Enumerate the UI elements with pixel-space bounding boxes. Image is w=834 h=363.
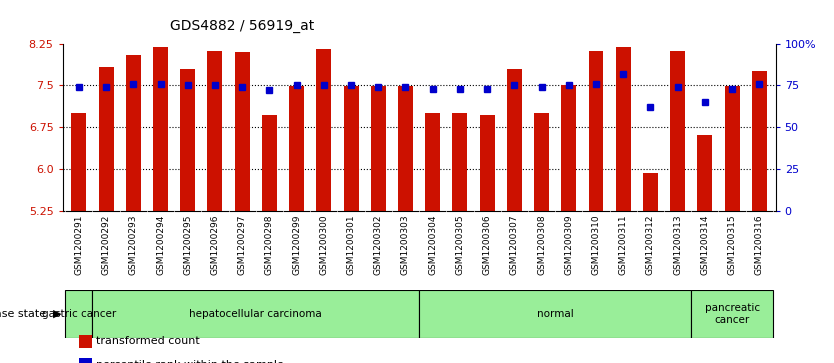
Text: GSM1200296: GSM1200296 (210, 215, 219, 275)
Text: GSM1200311: GSM1200311 (619, 215, 628, 275)
Text: GDS4882 / 56919_at: GDS4882 / 56919_at (169, 19, 314, 33)
Text: normal: normal (537, 309, 574, 319)
Bar (480, 115, 495, 211)
Bar (691, 290, 773, 338)
Text: GSM1200294: GSM1200294 (156, 215, 165, 275)
Text: disease state  ▶: disease state ▶ (0, 309, 61, 319)
Bar (65, 290, 93, 338)
Bar (589, 51, 604, 211)
Bar (180, 69, 195, 211)
Bar (671, 51, 685, 211)
Text: GSM1200297: GSM1200297 (238, 215, 247, 275)
Text: transformed count: transformed count (96, 336, 199, 346)
Text: pancreatic
cancer: pancreatic cancer (705, 303, 760, 325)
Text: GSM1200293: GSM1200293 (128, 215, 138, 275)
Text: percentile rank within the sample: percentile rank within the sample (96, 360, 284, 363)
Bar (561, 85, 576, 211)
Text: GSM1200314: GSM1200314 (701, 215, 710, 275)
Text: GSM1200305: GSM1200305 (455, 215, 465, 275)
Text: GSM1200306: GSM1200306 (483, 215, 491, 275)
Bar (289, 86, 304, 211)
Bar (316, 49, 331, 211)
Bar (208, 51, 223, 211)
Bar (98, 68, 113, 211)
Text: GSM1200292: GSM1200292 (102, 215, 111, 275)
Text: GSM1200298: GSM1200298 (265, 215, 274, 275)
Bar (344, 86, 359, 211)
Bar (93, 290, 419, 338)
Bar (725, 86, 740, 211)
Text: GSM1200300: GSM1200300 (319, 215, 329, 275)
Bar (452, 113, 467, 211)
Bar (72, 113, 87, 211)
Text: GSM1200309: GSM1200309 (565, 215, 573, 275)
Bar (153, 48, 168, 211)
Bar (419, 290, 691, 338)
Text: GSM1200303: GSM1200303 (401, 215, 410, 275)
Bar (234, 53, 249, 211)
Text: GSM1200316: GSM1200316 (755, 215, 764, 275)
Bar (534, 113, 549, 211)
Text: GSM1200301: GSM1200301 (347, 215, 355, 275)
Text: gastric cancer: gastric cancer (42, 309, 116, 319)
Bar (751, 72, 766, 211)
Bar (398, 86, 413, 211)
Text: GSM1200310: GSM1200310 (591, 215, 600, 275)
Bar (643, 173, 658, 211)
Text: GSM1200302: GSM1200302 (374, 215, 383, 275)
Bar (425, 113, 440, 211)
Text: GSM1200291: GSM1200291 (74, 215, 83, 275)
Bar (126, 55, 141, 211)
Text: GSM1200313: GSM1200313 (673, 215, 682, 275)
Text: GSM1200312: GSM1200312 (646, 215, 655, 275)
Text: GSM1200315: GSM1200315 (727, 215, 736, 275)
Bar (615, 48, 631, 211)
Text: GSM1200307: GSM1200307 (510, 215, 519, 275)
Text: GSM1200299: GSM1200299 (292, 215, 301, 275)
Bar (262, 115, 277, 211)
Bar (507, 69, 522, 211)
Text: hepatocellular carcinoma: hepatocellular carcinoma (189, 309, 322, 319)
Bar (697, 135, 712, 211)
Text: GSM1200308: GSM1200308 (537, 215, 546, 275)
Text: GSM1200295: GSM1200295 (183, 215, 193, 275)
Bar (371, 86, 386, 211)
Text: GSM1200304: GSM1200304 (428, 215, 437, 275)
